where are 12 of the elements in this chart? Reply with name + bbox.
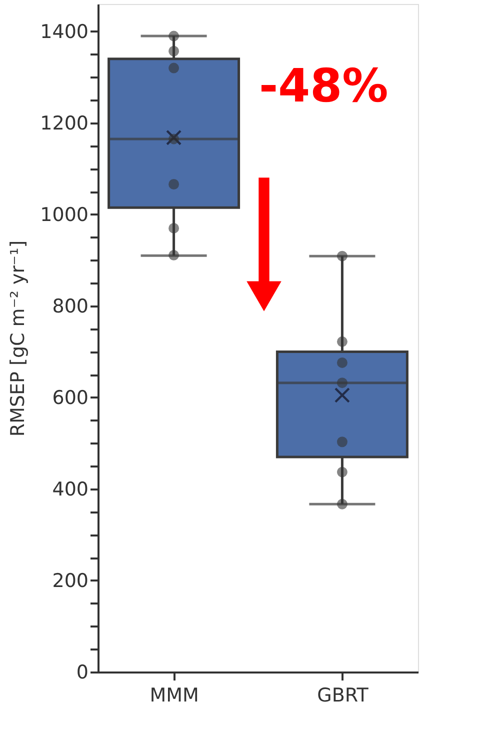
y-tick-label: 1000: [40, 204, 88, 226]
x-tick-label: GBRT: [317, 684, 369, 706]
annotation: -48%: [259, 58, 388, 112]
y-axis-title: RMSEP [gC m⁻² yr⁻¹]: [7, 240, 30, 437]
x-tick-label: MMM: [150, 684, 199, 706]
y-tick-label: 1200: [40, 112, 88, 134]
y-tick-label: 1400: [40, 20, 88, 43]
y-tick-label: 400: [52, 478, 88, 500]
y-tick-label: 800: [52, 295, 88, 318]
y-tick-label: 0: [76, 662, 88, 684]
y-tick-label: 200: [52, 570, 88, 592]
y-tick-label: 600: [52, 386, 88, 409]
